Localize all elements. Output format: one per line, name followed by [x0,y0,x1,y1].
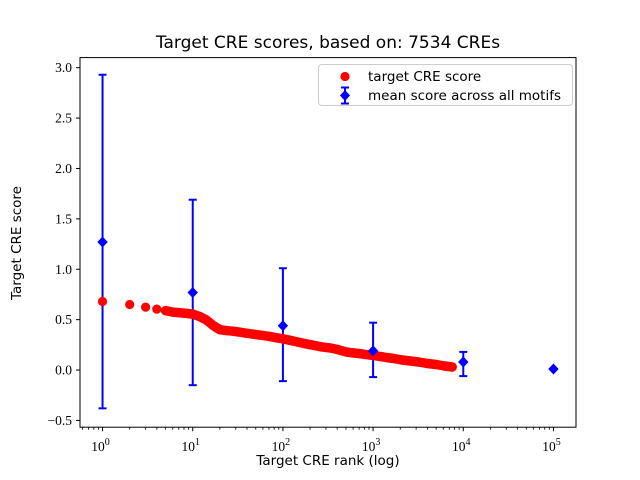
y-axis-label: Target CRE score [9,186,25,300]
x-axis-label: Target CRE rank (log) [256,453,400,469]
svg-text:104: 104 [452,437,471,454]
legend-label-target: target CRE score [368,68,482,85]
legend: target CRE score mean score across all m… [318,64,573,106]
svg-text:2.5: 2.5 [55,111,72,126]
svg-text:102: 102 [272,437,291,454]
svg-text:3.0: 3.0 [55,60,72,75]
svg-text:101: 101 [181,437,200,454]
svg-text:1.0: 1.0 [55,262,72,277]
svg-text:1.5: 1.5 [55,211,72,226]
svg-text:0.0: 0.0 [55,363,72,378]
legend-label-mean: mean score across all motifs [368,87,562,104]
svg-text:2.0: 2.0 [55,161,72,176]
legend-diamond-errorbar-marker-icon [319,86,363,105]
legend-circle-marker-icon [319,67,363,86]
chart-title: Target CRE scores, based on: 7534 CREs [155,33,501,53]
svg-text:103: 103 [362,437,381,454]
svg-text:105: 105 [542,437,561,454]
svg-text:0.5: 0.5 [55,312,72,327]
legend-item-mean-score: mean score across all motifs [319,86,572,105]
legend-item-target-cre-score: target CRE score [319,67,572,86]
svg-text:100: 100 [91,437,110,454]
svg-text:−0.5: −0.5 [48,413,73,428]
